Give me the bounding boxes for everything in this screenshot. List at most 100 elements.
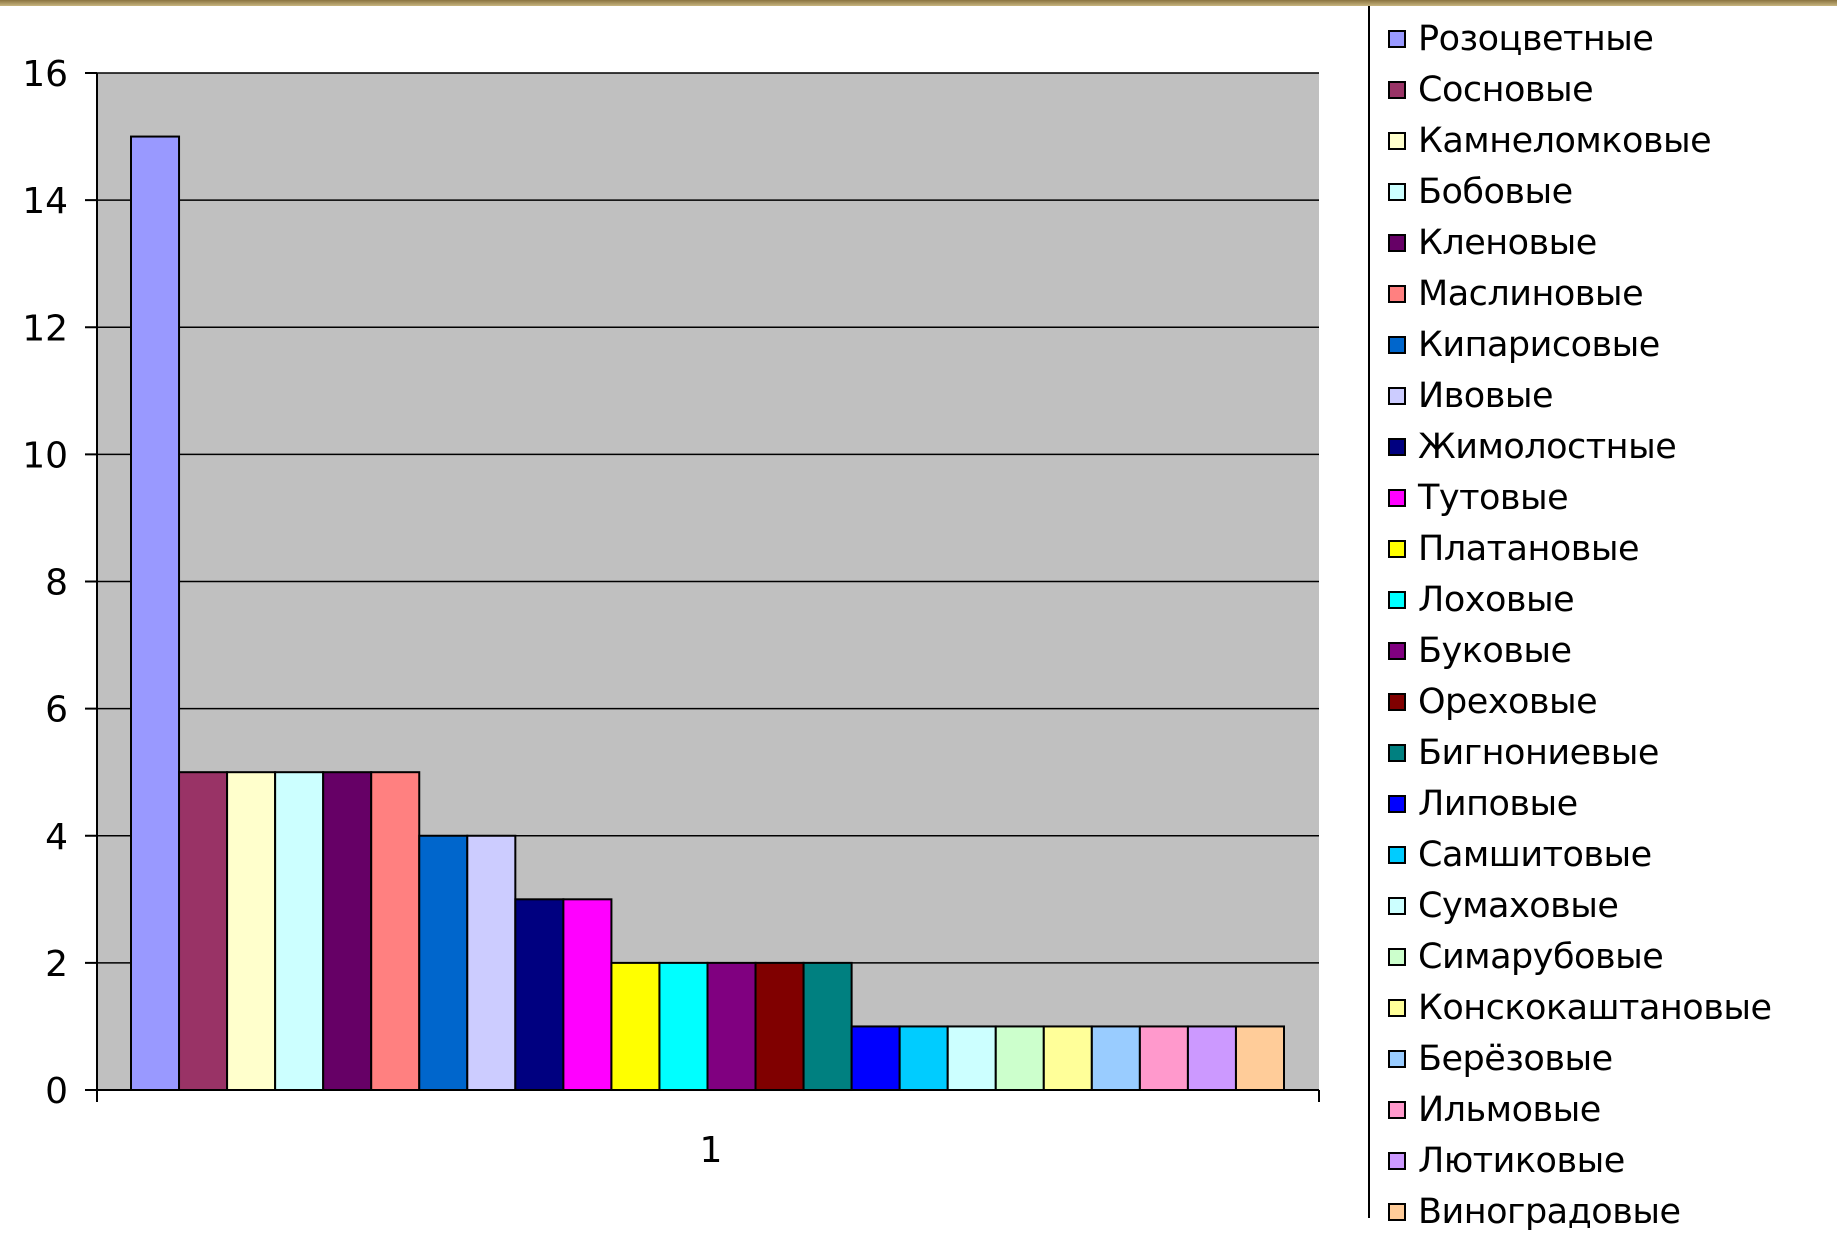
legend-swatch	[1388, 1203, 1406, 1221]
bar-4	[274, 771, 325, 1091]
y-tick-label: 8	[45, 563, 68, 604]
x-category-label: 1	[700, 1130, 723, 1171]
frame-top-border	[0, 0, 1837, 6]
bars	[130, 135, 1285, 1092]
bar-9	[514, 898, 565, 1091]
legend-item: Камнеломковые	[1388, 116, 1712, 166]
bar-11	[610, 961, 661, 1092]
legend-swatch	[1388, 81, 1406, 99]
legend-swatch	[1388, 540, 1406, 558]
legend-item: Конскокаштановые	[1388, 983, 1772, 1033]
legend-swatch	[1388, 642, 1406, 660]
legend-swatch	[1388, 846, 1406, 864]
legend-label: Берёзовые	[1418, 1039, 1613, 1079]
legend-label: Бобовые	[1418, 172, 1573, 212]
legend-label: Тутовые	[1418, 478, 1569, 518]
legend-item: Ильмовые	[1388, 1085, 1601, 1135]
legend-item: Кипарисовые	[1388, 320, 1660, 370]
bar-19	[994, 1025, 1045, 1091]
legend-item: Кленовые	[1388, 218, 1597, 268]
legend-swatch	[1388, 234, 1406, 252]
legend-label: Маслиновые	[1418, 274, 1644, 314]
legend-item: Тутовые	[1388, 473, 1569, 523]
legend-label: Ивовые	[1418, 376, 1554, 416]
legend-item: Бобовые	[1388, 167, 1573, 217]
legend-label: Липовые	[1418, 784, 1578, 824]
legend-item: Берёзовые	[1388, 1034, 1613, 1084]
bar-12	[658, 961, 709, 1092]
bar-23	[1186, 1025, 1237, 1091]
bar-3	[226, 771, 277, 1091]
y-tick-label: 10	[22, 435, 68, 476]
bar-16	[850, 1025, 901, 1091]
y-tick-label: 0	[45, 1071, 68, 1112]
legend-label: Розоцветные	[1418, 19, 1654, 59]
legend-label: Лютиковые	[1418, 1141, 1625, 1181]
legend-label: Сумаховые	[1418, 886, 1619, 926]
legend-swatch	[1388, 693, 1406, 711]
legend-item: Жимолостные	[1388, 422, 1677, 472]
y-tick-label: 12	[22, 308, 68, 349]
legend-item: Маслиновые	[1388, 269, 1644, 319]
legend-item: Виноградовые	[1388, 1187, 1681, 1237]
legend-item: Лоховые	[1388, 575, 1575, 625]
bar-24	[1234, 1025, 1285, 1091]
legend-item: Ивовые	[1388, 371, 1554, 421]
legend-item: Самшитовые	[1388, 830, 1652, 880]
bar-1	[130, 135, 181, 1091]
y-tick-label: 2	[45, 944, 68, 985]
bar-8	[466, 834, 517, 1091]
legend-swatch	[1388, 744, 1406, 762]
axes: 0 2 4 6 8 10 12 14 16	[22, 54, 1320, 1112]
legend-label: Виноградовые	[1418, 1192, 1681, 1232]
legend-swatch	[1388, 336, 1406, 354]
legend-item: Ореховые	[1388, 677, 1598, 727]
bar-17	[898, 1025, 949, 1091]
bar-chart: 0 2 4 6 8 10 12 14 16 1	[22, 54, 1320, 1171]
legend-swatch	[1388, 489, 1406, 507]
bar-5	[322, 771, 373, 1091]
legend-item: Платановые	[1388, 524, 1640, 574]
bar-21	[1090, 1025, 1141, 1091]
legend-swatch	[1388, 999, 1406, 1017]
bar-7	[418, 834, 469, 1091]
legend-swatch	[1388, 795, 1406, 813]
y-tick-label: 14	[22, 181, 68, 222]
legend-swatch	[1388, 285, 1406, 303]
legend-label: Лоховые	[1418, 580, 1575, 620]
legend-item: Лютиковые	[1388, 1136, 1625, 1186]
legend-label: Ореховые	[1418, 682, 1598, 722]
bar-14	[754, 961, 805, 1092]
legend-item: Розоцветные	[1388, 14, 1654, 64]
bar-18	[946, 1025, 997, 1091]
y-tick-label: 4	[45, 817, 68, 858]
legend-swatch	[1388, 591, 1406, 609]
legend-item: Симарубовые	[1388, 932, 1664, 982]
bar-20	[1042, 1025, 1093, 1091]
legend-label: Камнеломковые	[1418, 121, 1712, 161]
legend-label: Кипарисовые	[1418, 325, 1660, 365]
legend-label: Платановые	[1418, 529, 1640, 569]
legend-swatch	[1388, 183, 1406, 201]
legend-item: Сумаховые	[1388, 881, 1619, 931]
legend-label: Конскокаштановые	[1418, 988, 1772, 1028]
legend-swatch	[1388, 948, 1406, 966]
legend-label: Сосновые	[1418, 70, 1594, 110]
legend-label: Кленовые	[1418, 223, 1597, 263]
bar-22	[1138, 1025, 1189, 1091]
legend-swatch	[1388, 1152, 1406, 1170]
legend-label: Буковые	[1418, 631, 1572, 671]
bar-10	[562, 898, 613, 1091]
legend-item: Бигнониевые	[1388, 728, 1659, 778]
legend-item: Сосновые	[1388, 65, 1594, 115]
y-tick-label: 6	[45, 690, 68, 731]
legend-swatch	[1388, 1101, 1406, 1119]
legend-swatch	[1388, 438, 1406, 456]
legend-swatch	[1388, 30, 1406, 48]
bar-15	[802, 961, 853, 1092]
legend-label: Бигнониевые	[1418, 733, 1659, 773]
legend-label: Ильмовые	[1418, 1090, 1601, 1130]
bar-6	[370, 771, 421, 1091]
legend: Розоцветные Сосновые Камнеломковые Бобовые К…	[1368, 6, 1837, 1232]
bar-2	[178, 771, 229, 1091]
